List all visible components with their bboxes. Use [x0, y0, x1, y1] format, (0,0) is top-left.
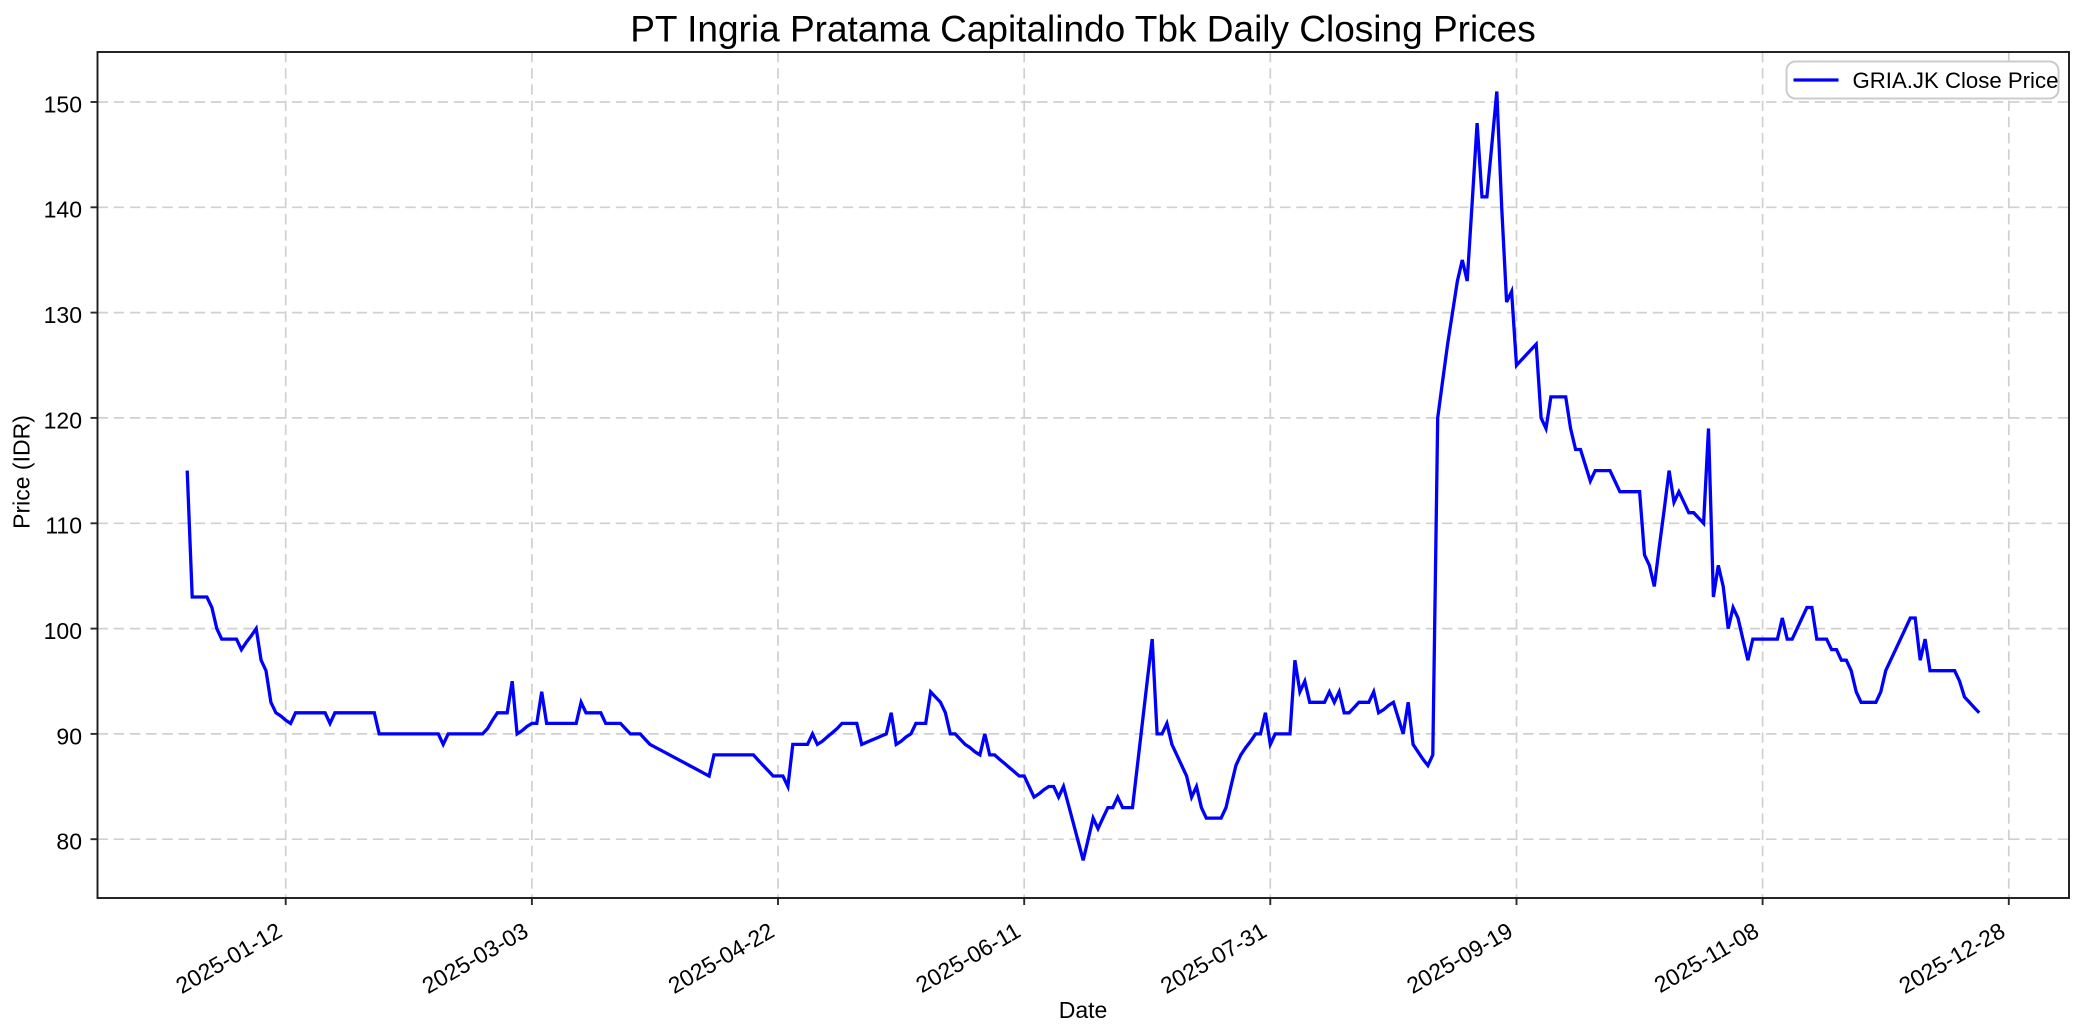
svg-text:90: 90	[56, 723, 82, 749]
svg-text:110: 110	[45, 513, 82, 539]
svg-text:GRIA.JK Close Price: GRIA.JK Close Price	[1853, 68, 2059, 93]
svg-text:80: 80	[56, 829, 82, 855]
svg-text:130: 130	[44, 302, 82, 328]
svg-text:140: 140	[44, 197, 82, 223]
svg-text:PT Ingria Pratama Capitalindo: PT Ingria Pratama Capitalindo Tbk Daily …	[630, 9, 1536, 50]
svg-text:150: 150	[44, 91, 82, 117]
svg-text:Date: Date	[1059, 997, 1108, 1023]
svg-text:Price (IDR): Price (IDR)	[9, 415, 35, 529]
svg-text:120: 120	[44, 407, 82, 433]
svg-text:100: 100	[44, 618, 82, 644]
